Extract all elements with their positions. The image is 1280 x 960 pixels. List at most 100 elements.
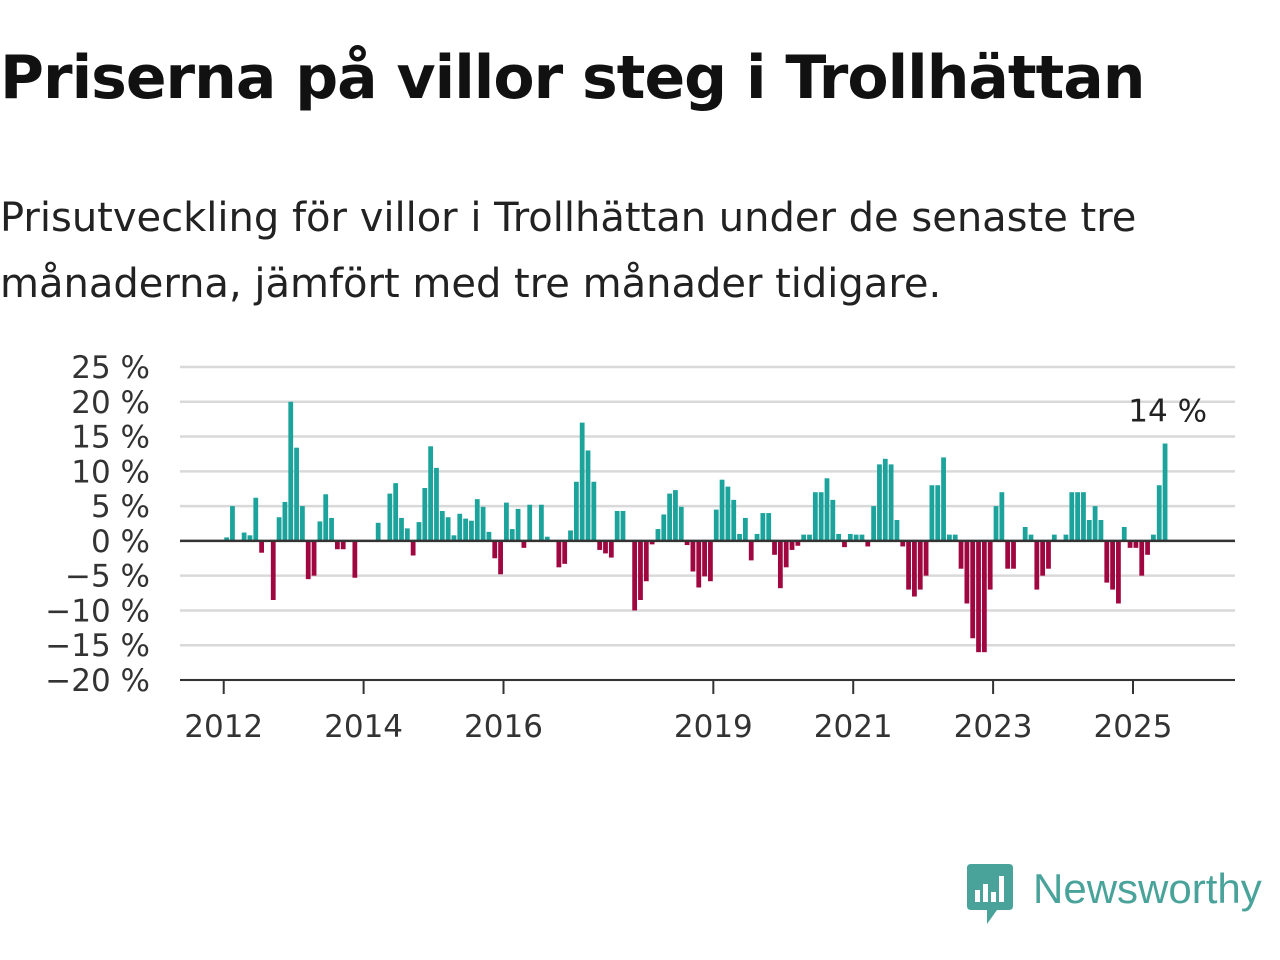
bar: [614, 510, 620, 541]
bar: [882, 458, 888, 541]
bar: [947, 534, 952, 541]
bar: [445, 517, 451, 541]
bar: [439, 510, 445, 541]
bar: [655, 529, 661, 541]
bar: [1022, 526, 1028, 541]
bar: [678, 506, 684, 541]
bar: [1156, 485, 1162, 541]
bar: [760, 513, 766, 541]
bar: [282, 501, 288, 541]
bar: [731, 499, 737, 541]
bar: [393, 483, 399, 541]
bar: [999, 492, 1005, 541]
y-axis-ticks: 25 %20 %15 %10 %5 %0 %−5 %−10 %−15 %−20 …: [45, 350, 150, 699]
brand-name: Newsworthy: [1033, 865, 1262, 912]
bar: [597, 540, 603, 550]
bar: [766, 513, 772, 541]
bar: [329, 517, 334, 541]
bar: [620, 510, 626, 541]
bar: [556, 540, 562, 568]
bar: [608, 540, 614, 558]
bar: [247, 535, 253, 541]
bar: [591, 481, 597, 541]
bar: [428, 446, 434, 541]
bar: [877, 464, 882, 541]
chart-subtitle: Prisutveckling för villor i Trollhättan …: [0, 195, 1137, 307]
bar: [253, 497, 259, 541]
bars: [224, 401, 1168, 653]
bar: [317, 521, 323, 541]
bar: [1040, 540, 1046, 576]
bar: [824, 478, 830, 541]
bar: [387, 493, 393, 541]
bar: [1069, 492, 1075, 541]
bar: [935, 485, 941, 541]
bar: [912, 540, 917, 597]
bar: [1028, 534, 1034, 541]
bar: [1046, 540, 1051, 569]
bar: [795, 540, 801, 546]
bar: [667, 493, 673, 541]
bar: [451, 535, 457, 541]
bar: [375, 522, 381, 541]
bar: [224, 537, 230, 541]
x-tick-label: 2019: [674, 709, 753, 745]
bar: [469, 520, 474, 541]
bar: [859, 534, 865, 541]
bar: [1011, 540, 1016, 569]
bar: [1133, 540, 1139, 548]
bar-chart: 25 %20 %15 %10 %5 %0 %−5 %−10 %−15 %−20 …: [45, 350, 1235, 745]
bar: [661, 514, 667, 541]
bar: [1051, 534, 1057, 541]
x-tick-label: 2014: [324, 709, 403, 745]
bar: [970, 540, 976, 639]
x-tick-label: 2012: [184, 709, 263, 745]
bar: [789, 540, 795, 550]
y-tick-label: −10 %: [45, 593, 150, 629]
bar: [422, 488, 428, 541]
y-tick-label: −20 %: [45, 663, 150, 699]
bar: [888, 464, 894, 541]
bar: [906, 540, 911, 590]
y-tick-label: −5 %: [65, 559, 150, 595]
bar: [504, 502, 509, 541]
bar: [830, 499, 836, 541]
bar: [300, 506, 305, 541]
bar: [573, 481, 579, 541]
bar: [562, 540, 568, 564]
bar: [276, 517, 282, 541]
bar: [748, 540, 754, 561]
bar: [259, 540, 264, 553]
bar: [1081, 492, 1086, 541]
bar: [818, 492, 824, 541]
x-tick-label: 2023: [954, 709, 1033, 745]
bar: [772, 540, 777, 555]
x-tick-label: 2016: [464, 709, 543, 745]
bar: [1005, 540, 1011, 569]
bar: [737, 533, 742, 541]
bar: [638, 540, 643, 601]
bar: [777, 540, 783, 589]
bar: [865, 540, 871, 547]
bar: [492, 540, 498, 559]
bar: [801, 534, 807, 541]
bar: [480, 506, 486, 541]
bar: [929, 485, 935, 541]
bar: [486, 531, 492, 541]
last-value-label: 14 %: [1128, 394, 1207, 430]
bar: [923, 540, 929, 576]
bar: [1110, 540, 1115, 590]
y-tick-label: −15 %: [45, 628, 150, 664]
bar: [719, 479, 725, 541]
bar: [404, 528, 410, 541]
bar: [474, 499, 480, 541]
bar: [352, 540, 358, 578]
bar: [538, 504, 544, 541]
bar: [1127, 540, 1133, 548]
bar: [842, 540, 847, 548]
bar: [305, 540, 311, 580]
bar: [754, 533, 760, 541]
bar: [1104, 540, 1110, 583]
bar: [294, 447, 299, 541]
bar: [527, 504, 533, 541]
